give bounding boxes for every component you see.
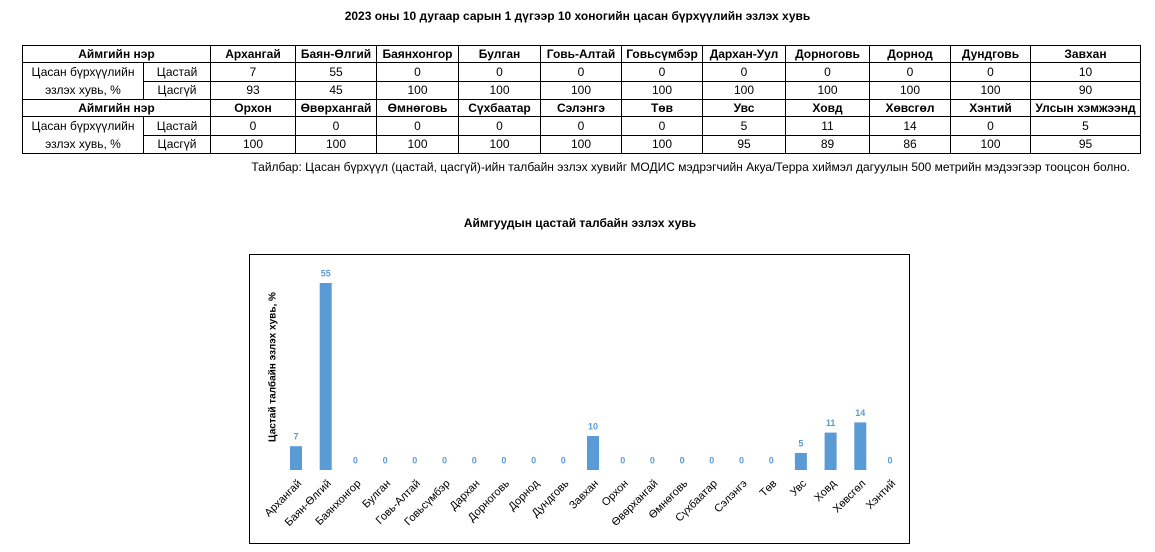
x-tick-label: Сэлэнгэ xyxy=(712,477,750,515)
data-label: 0 xyxy=(442,455,447,465)
header-cell: Ховд xyxy=(785,99,870,117)
data-table: Аймгийн нэр Архангай Баян-Өлгий Баянхонгор Б… xyxy=(22,45,1141,154)
header-cell: Дорноговь xyxy=(785,45,870,63)
data-label: 0 xyxy=(650,455,655,465)
value-cell: 100 xyxy=(540,80,622,100)
header-cell: Баян-Өлгий xyxy=(295,45,377,63)
value-cell: 14 xyxy=(869,116,951,136)
x-tick-label: Хэнтий xyxy=(864,478,898,512)
data-label: 0 xyxy=(383,455,388,465)
value-cell: 100 xyxy=(702,80,786,100)
header-cell: Увс xyxy=(702,99,786,117)
row-sublabel: Цасгүй xyxy=(143,80,211,100)
value-cell: 55 xyxy=(295,62,377,82)
header-cell: Завхан xyxy=(1030,45,1141,63)
header-cell: Орхон xyxy=(210,99,296,117)
data-label: 0 xyxy=(769,455,774,465)
table-row: Цасан бүрхүүлийн эзлэх хувь, % Цастай 7 55 0… xyxy=(22,62,1141,100)
data-label: 0 xyxy=(620,455,625,465)
page-title: 2023 оны 10 дугаар сарын 1 дүгээр 10 хон… xyxy=(344,9,811,23)
table-row: Аймгийн нэр Архангай Баян-Өлгий Баянхонгор Б… xyxy=(22,45,1141,63)
data-label: 11 xyxy=(826,418,836,428)
value-cell: 95 xyxy=(1030,134,1141,154)
data-label: 7 xyxy=(293,432,298,442)
table-row: Аймгийн нэр Орхон Өвөрхангай Өмнөговь Сүхбаа… xyxy=(22,99,1141,117)
header-cell: Төв xyxy=(621,99,703,117)
y-axis-label: Цастай талбайн эзлэх хувь, % xyxy=(267,292,279,442)
header-cell: Архангай xyxy=(210,45,296,63)
bar xyxy=(290,446,302,470)
data-label: 0 xyxy=(531,455,536,465)
header-cell: Баянхонгор xyxy=(376,45,459,63)
data-label: 0 xyxy=(472,455,477,465)
row-label: Цасан бүрхүүлийн эзлэх хувь, % xyxy=(22,116,144,154)
header-cell: Өмнөговь xyxy=(376,99,459,117)
value-cell: 100 xyxy=(458,80,541,100)
value-cell: 100 xyxy=(540,134,622,154)
value-cell: 100 xyxy=(458,134,541,154)
data-label: 10 xyxy=(588,421,598,431)
header-cell: Хөвсгөл xyxy=(869,99,951,117)
data-label: 0 xyxy=(709,455,714,465)
data-label: 0 xyxy=(739,455,744,465)
bar xyxy=(854,422,867,470)
bar xyxy=(794,453,807,470)
header-cell: Дундговь xyxy=(950,45,1031,63)
bar xyxy=(319,283,332,470)
x-tick-label: Төв xyxy=(758,478,780,500)
data-label: 0 xyxy=(680,455,685,465)
x-tick-label: Увс xyxy=(788,477,809,498)
data-label: 55 xyxy=(321,268,331,278)
header-cell: Говь-Алтай xyxy=(540,45,622,63)
header-cell: Дархан-Уул xyxy=(702,45,786,63)
value-cell: 86 xyxy=(869,134,951,154)
value-cell: 0 xyxy=(950,116,1031,136)
x-tick-label: Хөвсгөл xyxy=(831,478,869,516)
header-cell: Өвөрхангай xyxy=(295,99,377,117)
header-cell: Улсын хэмжээнд xyxy=(1030,99,1141,117)
bar xyxy=(587,436,599,470)
header-cell: Сэлэнгэ xyxy=(540,99,622,117)
data-label: 0 xyxy=(501,455,506,465)
data-label: 0 xyxy=(353,455,358,465)
bar xyxy=(824,432,837,470)
value-cell: 100 xyxy=(950,80,1031,100)
header-cell: Аймгийн нэр xyxy=(22,99,211,117)
row-sublabel: Цастай xyxy=(143,116,211,136)
note: Тайлбар: Цасан бүрхүүл (цастай, цасгүй)-… xyxy=(251,160,1130,174)
header-cell: Хэнтий xyxy=(950,99,1031,117)
table-row: Цасан бүрхүүлийн эзлэх хувь, % Цастай 0 0 0 0… xyxy=(22,116,1141,154)
data-label: 14 xyxy=(855,408,865,418)
x-tick-label: Ховд xyxy=(812,477,839,504)
data-label: 0 xyxy=(887,455,892,465)
header-cell: Дорнод xyxy=(869,45,951,63)
value-cell: 100 xyxy=(621,134,703,154)
header-cell: Булган xyxy=(458,45,541,63)
value-cell: 5 xyxy=(1030,116,1141,136)
row-label: Цасан бүрхүүлийн эзлэх хувь, % xyxy=(22,62,144,100)
table-row: Цасгүй 100 100 100 100 100 100 95 89 86 100 95 xyxy=(23,134,1141,154)
data-label: 5 xyxy=(798,438,803,448)
value-cell: 11 xyxy=(785,116,870,136)
value-cell: 10 xyxy=(1030,62,1141,82)
header-cell: Сүхбаатар xyxy=(458,99,541,117)
chart-frame xyxy=(249,254,910,544)
value-cell: 95 xyxy=(702,134,786,154)
value-cell: 100 xyxy=(295,134,377,154)
data-label: 0 xyxy=(561,455,566,465)
value-cell: 100 xyxy=(950,134,1031,154)
x-tick-label: Завхан xyxy=(567,478,601,512)
chart-title: Аймгуудын цастай талбайн эзлэх хувь xyxy=(464,216,696,230)
value-cell: 100 xyxy=(210,134,296,154)
data-label: 0 xyxy=(412,455,417,465)
